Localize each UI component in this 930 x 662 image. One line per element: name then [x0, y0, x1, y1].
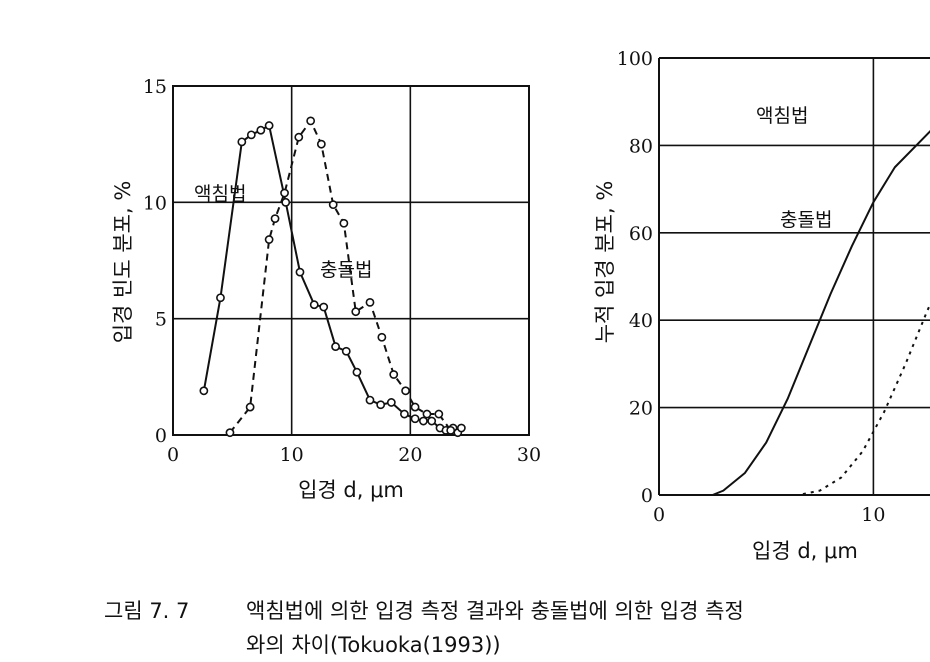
chart1-x-tick-20: 20: [398, 444, 422, 466]
chart2-y-tick-labels: 0 20 40 60 80 100: [617, 48, 653, 507]
chart2-y-tick-0: 0: [641, 485, 653, 507]
chart2-x-tick-0: 0: [653, 504, 665, 526]
chart1-series-1-point-9: [339, 218, 349, 228]
chart1-series-1-point-20: [456, 423, 466, 433]
figure-number: 그림 7. 7: [104, 599, 190, 623]
figure-caption: 그림 7. 7 액침법에 의한 입경 측정 결과와 충돌법에 의한 입경 측정 와…: [104, 594, 930, 662]
caption-line-2: 와의 차이(Tokuoka(1993)): [246, 633, 501, 657]
chart1-gridlines: [173, 86, 529, 435]
chart2-label-immersion-method: 액침법: [756, 105, 808, 127]
chart2-series-line-1: [659, 302, 930, 496]
chart1-y-tick-labels: 0 5 10 15: [143, 76, 167, 447]
chart1-series-1-point-17: [434, 409, 444, 419]
chart1-x-tick-30: 30: [517, 444, 541, 466]
chart1-label-impaction-method: 충돌법: [320, 259, 372, 281]
chart1-series-1-point-12: [377, 332, 387, 342]
chart1-y-tick-0: 0: [155, 425, 167, 447]
chart1-x-axis-title: 입경 d, μm: [298, 478, 404, 502]
chart1-series-0-point-10: [331, 342, 340, 351]
chart1-series-0-point-0: [199, 386, 209, 396]
chart1-series-1-point-7: [316, 139, 326, 149]
chart1-series-0-point-11: [341, 346, 351, 356]
chart1-x-tick-labels: 0 10 20 30: [167, 444, 541, 466]
chart1-y-axis-title: 입경 빈도 분포, %: [111, 181, 135, 344]
chart1-series-0-point-2: [237, 137, 247, 147]
chart2-x-tick-10: 10: [861, 504, 885, 526]
chart2-y-tick-60: 60: [629, 223, 653, 245]
chart1-series-0-point-17: [410, 414, 420, 424]
chart1-series-1-point-0: [225, 428, 235, 438]
chart1-series-line-1: [229, 119, 463, 434]
chart2-x-axis-title: 입경 d, μm: [752, 539, 858, 563]
chart1-series-0-point-7: [295, 267, 305, 277]
chart1-x-tick-10: 10: [280, 444, 304, 466]
chart1-series-1-point-11: [365, 297, 375, 307]
chart2-y-tick-80: 80: [629, 135, 653, 157]
chart1-series-0-point-1: [216, 293, 225, 303]
chart1-series-1-point-4: [280, 188, 289, 198]
chart1-y-tick-10: 10: [143, 192, 167, 214]
chart1-series-0-point-3: [246, 130, 256, 140]
chart1-label-immersion-method: 액침법: [194, 183, 246, 205]
chart2-y-tick-20: 20: [629, 398, 653, 420]
chart1-series-0-point-13: [365, 395, 375, 405]
chart2-series: [659, 129, 930, 496]
chart1-series-1-point-16: [422, 409, 432, 419]
chart2-gridlines: [659, 58, 930, 495]
chart2-series-line-0: [659, 129, 930, 496]
chart1-y-tick-5: 5: [155, 309, 167, 331]
chart1-series-1-point-13: [389, 370, 399, 379]
chart1-series-1-point-8: [328, 200, 338, 210]
chart1-series-1-point-1: [245, 402, 255, 412]
chart1-series-0-point-14: [376, 400, 386, 410]
caption-line-1: 액침법에 의한 입경 측정 결과와 충돌법에 의한 입경 측정: [246, 599, 744, 623]
chart1-series: [199, 116, 466, 438]
chart1-series-0-point-16: [399, 409, 409, 419]
chart1-series-0-point-9: [319, 302, 329, 312]
chart2-y-tick-100: 100: [617, 48, 653, 70]
chart1-series-1-point-5: [294, 132, 304, 142]
chart1-series-0-point-19: [427, 416, 437, 426]
chart2-y-axis-title: 누적 입경 분포, %: [593, 181, 617, 344]
chart1-series-1-point-10: [351, 307, 361, 317]
chart1-series-0-point-15: [386, 398, 396, 407]
chart1-series-1-point-15: [410, 402, 420, 412]
chart2-y-tick-40: 40: [629, 310, 653, 332]
chart1-series-0-point-4: [256, 125, 266, 135]
chart1-series-0-point-18: [418, 416, 428, 426]
chart1-x-tick-0: 0: [167, 444, 179, 466]
chart1-series-1-point-14: [401, 386, 410, 396]
chart1-series-0-point-8: [309, 300, 319, 310]
chart1-plot-frame: [172, 85, 530, 436]
chart1-series-1-point-2: [264, 235, 274, 244]
chart2-label-impaction-method: 충돌법: [780, 209, 832, 231]
chart1-series-1-point-6: [306, 116, 316, 126]
chart1-series-0-point-5: [264, 121, 274, 130]
chart1-series-1-point-3: [270, 214, 280, 224]
chart1-y-tick-15: 15: [143, 76, 167, 98]
chart1-series-0-point-12: [352, 367, 362, 377]
